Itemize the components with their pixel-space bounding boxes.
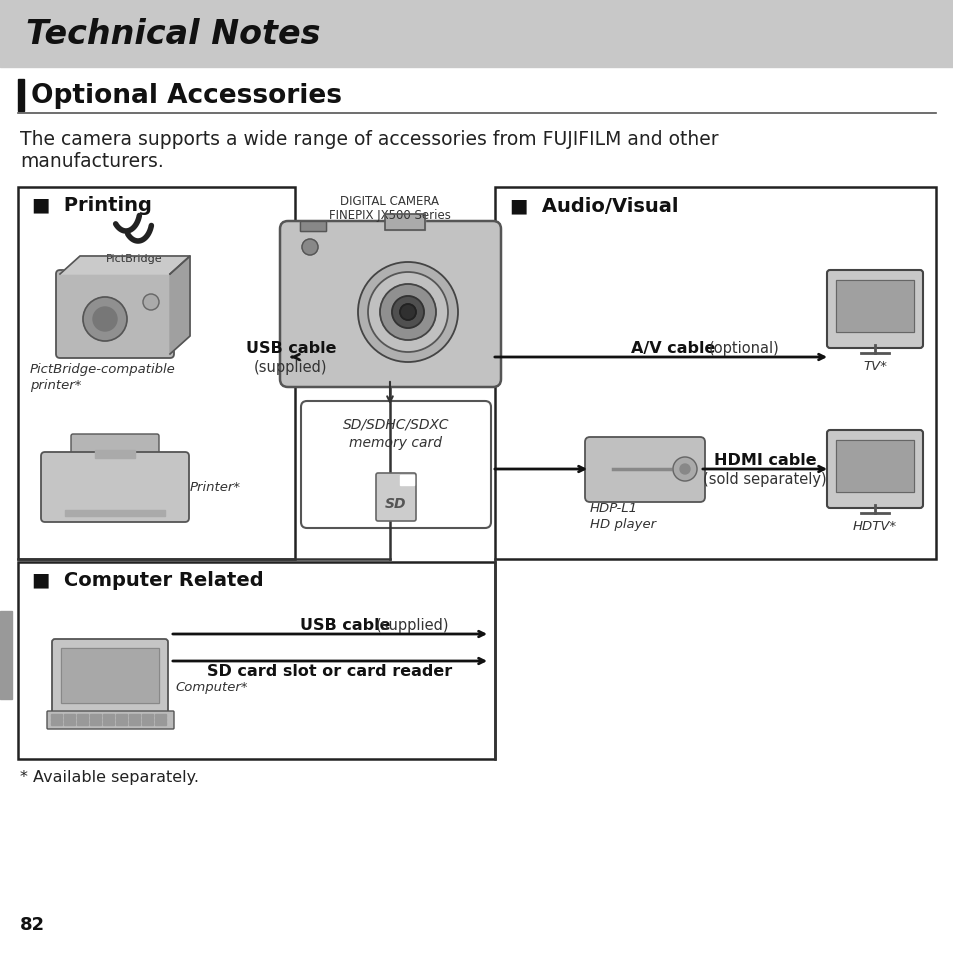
Bar [299,222,326,232]
Bar [142,722,152,725]
FancyBboxPatch shape [52,639,168,716]
Text: HDTV*: HDTV* [852,519,896,533]
Bar [154,722,166,725]
Bar [77,719,88,721]
Text: Technical Notes: Technical Notes [26,17,320,51]
FancyBboxPatch shape [826,271,923,349]
Text: (supplied): (supplied) [254,359,328,375]
Bar [495,188,935,559]
Circle shape [302,240,317,255]
Bar [18,188,294,559]
Bar [0,612,12,700]
FancyBboxPatch shape [56,271,173,358]
Circle shape [357,263,457,363]
Bar [385,214,424,231]
FancyBboxPatch shape [41,453,189,522]
Bar [64,719,75,721]
Text: Optional Accessories: Optional Accessories [30,83,341,109]
Bar [142,719,152,721]
Bar [116,719,127,721]
Bar [77,722,88,725]
Polygon shape [60,256,190,274]
Text: Printer*: Printer* [190,481,241,494]
Bar [835,440,913,493]
Bar [64,714,75,718]
Bar [835,281,913,333]
Text: DIGITAL CAMERA: DIGITAL CAMERA [340,194,439,208]
Bar [61,648,159,703]
FancyBboxPatch shape [375,474,416,521]
Bar [90,714,101,718]
Text: * Available separately.: * Available separately. [20,769,199,784]
Text: SD card slot or card reader: SD card slot or card reader [207,663,452,679]
FancyBboxPatch shape [71,435,159,460]
Text: USB cable: USB cable [246,340,335,355]
Circle shape [83,297,127,341]
Bar [116,722,127,725]
Text: A/V cable: A/V cable [630,340,715,355]
Circle shape [143,294,159,311]
Bar [51,719,62,721]
Circle shape [672,457,697,481]
Text: ■  Computer Related: ■ Computer Related [32,571,263,589]
Bar [51,722,62,725]
Text: (sold separately): (sold separately) [702,472,826,486]
Circle shape [92,308,117,332]
Circle shape [392,296,423,329]
Bar [90,722,101,725]
Text: The camera supports a wide range of accessories from FUJIFILM and other: The camera supports a wide range of acce… [20,130,718,149]
Text: SD: SD [385,497,406,511]
Text: 82: 82 [20,915,45,933]
Bar [51,714,62,718]
Text: PictBridge: PictBridge [106,253,162,264]
Bar [103,719,113,721]
FancyBboxPatch shape [826,431,923,509]
Polygon shape [170,256,190,355]
Text: SD/SDHC/SDXC
memory card: SD/SDHC/SDXC memory card [342,417,449,450]
Text: (supplied): (supplied) [375,618,449,633]
Circle shape [379,285,436,340]
Bar [95,451,135,458]
Text: FINEPIX JX500 Series: FINEPIX JX500 Series [329,209,451,222]
Bar [385,214,424,231]
Bar [142,714,152,718]
Bar [103,722,113,725]
Bar [77,714,88,718]
Bar [64,722,75,725]
Bar [61,648,159,703]
Text: TV*: TV* [862,359,886,373]
Text: (optional): (optional) [708,340,779,355]
Text: HDMI cable: HDMI cable [713,453,816,468]
Bar [154,719,166,721]
Text: ■  Audio/Visual: ■ Audio/Visual [510,195,678,214]
Circle shape [368,273,448,353]
Bar [835,281,913,333]
Bar [129,714,140,718]
Bar [65,511,165,517]
FancyBboxPatch shape [301,401,491,529]
FancyBboxPatch shape [47,711,173,729]
Bar [399,476,414,485]
FancyBboxPatch shape [584,437,704,502]
Circle shape [399,305,416,320]
Bar [0,0,953,68]
Bar [129,719,140,721]
Text: Computer*: Computer* [174,680,247,694]
Bar [835,440,913,493]
Text: PictBridge-compatible
printer*: PictBridge-compatible printer* [30,363,175,392]
Bar [129,722,140,725]
Text: USB cable: USB cable [299,618,390,633]
Bar [90,719,101,721]
Bar [116,714,127,718]
Text: ■  Printing: ■ Printing [32,195,152,214]
Bar [103,714,113,718]
Bar [299,222,326,232]
Bar [18,80,24,112]
Circle shape [679,464,689,475]
Text: HDP-L1
HD player: HDP-L1 HD player [589,501,656,531]
Text: manufacturers.: manufacturers. [20,152,164,171]
Bar [154,714,166,718]
FancyBboxPatch shape [280,222,500,388]
Bar [18,562,495,760]
